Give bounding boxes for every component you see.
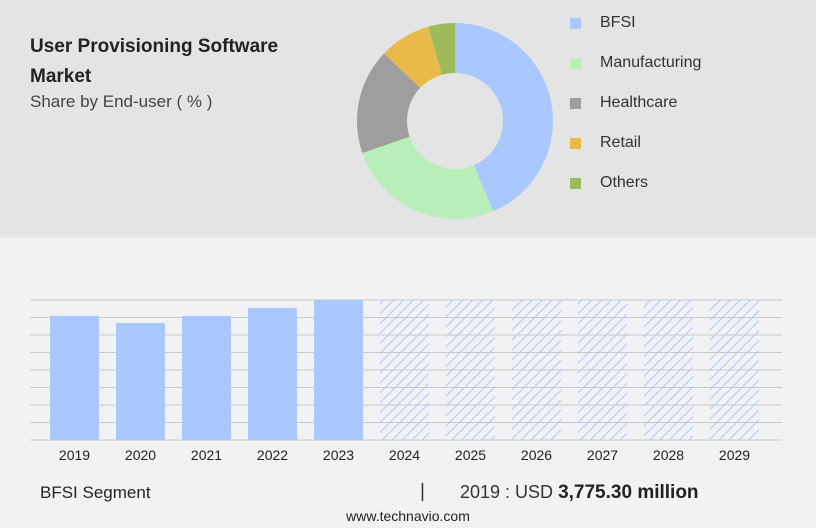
chart-title: User Provisioning Software Market: [30, 36, 279, 87]
donut-slice-retail: [383, 26, 442, 88]
source-url: www.technavio.com: [346, 508, 470, 524]
legend-item-others: Others: [570, 174, 648, 192]
bar-2022: [248, 307, 297, 440]
bar-2019: [50, 315, 99, 440]
legend-swatch: [570, 57, 581, 69]
donut-slice-others: [428, 23, 455, 75]
forecast-bar-2028: [644, 300, 693, 440]
bar-2021: [182, 315, 231, 440]
donut-slice-healthcare: [357, 53, 421, 154]
x-tick-label: 2020: [125, 447, 156, 463]
legend-label: Healthcare: [600, 94, 678, 111]
donut-chart: [357, 23, 554, 220]
forecast-bar-2027: [578, 300, 627, 440]
x-tick-label: 2029: [719, 447, 750, 463]
value-readout: 2019 : USD 3,775.30 million: [460, 482, 699, 504]
x-tick-label: 2024: [389, 447, 420, 463]
bar-2020: [116, 323, 165, 440]
x-tick-label: 2028: [653, 447, 684, 463]
segment-label: BFSI Segment: [40, 483, 151, 502]
x-tick-label: 2027: [587, 447, 618, 463]
forecast-bar-2024: [380, 300, 429, 440]
x-tick-label: 2023: [323, 447, 354, 463]
chart-subtitle: Share by End-user ( % ): [30, 92, 213, 111]
forecast-bar-2029: [710, 300, 759, 440]
x-tick-label: 2025: [455, 447, 486, 463]
donut-slice-manufacturing: [362, 136, 494, 220]
legend-swatch: [570, 137, 581, 149]
x-tick-label: 2019: [59, 447, 90, 463]
legend-item-healthcare: Healthcare: [570, 94, 677, 112]
x-tick-label: 2021: [191, 447, 222, 463]
legend-label: Retail: [600, 134, 641, 151]
legend-label: Manufacturing: [600, 54, 702, 71]
legend-label: Others: [600, 174, 649, 191]
forecast-bar-2025: [446, 300, 495, 440]
separator: |: [420, 481, 425, 502]
bar-2023: [314, 300, 363, 440]
legend-item-retail: Retail: [570, 134, 641, 152]
legend-swatch: [570, 97, 581, 109]
value-amount: 3,775.30 million: [558, 482, 699, 503]
x-tick-label: 2022: [257, 447, 288, 463]
bar-chart: 2019 2020 2021 2022 2023 2024 2025 2026 2027 2028…: [30, 299, 782, 463]
donut-slice-bfsi: [455, 23, 554, 212]
x-tick-label: 2026: [521, 447, 552, 463]
legend-item-bfsi: BFSI: [570, 14, 636, 32]
legend-swatch: [570, 177, 581, 189]
legend-item-manufacturing: Manufacturing: [570, 54, 701, 72]
year-label: 2019 : USD: [460, 482, 554, 502]
legend-label: BFSI: [600, 14, 636, 31]
legend-swatch: [570, 17, 581, 29]
forecast-bar-2026: [512, 300, 561, 440]
